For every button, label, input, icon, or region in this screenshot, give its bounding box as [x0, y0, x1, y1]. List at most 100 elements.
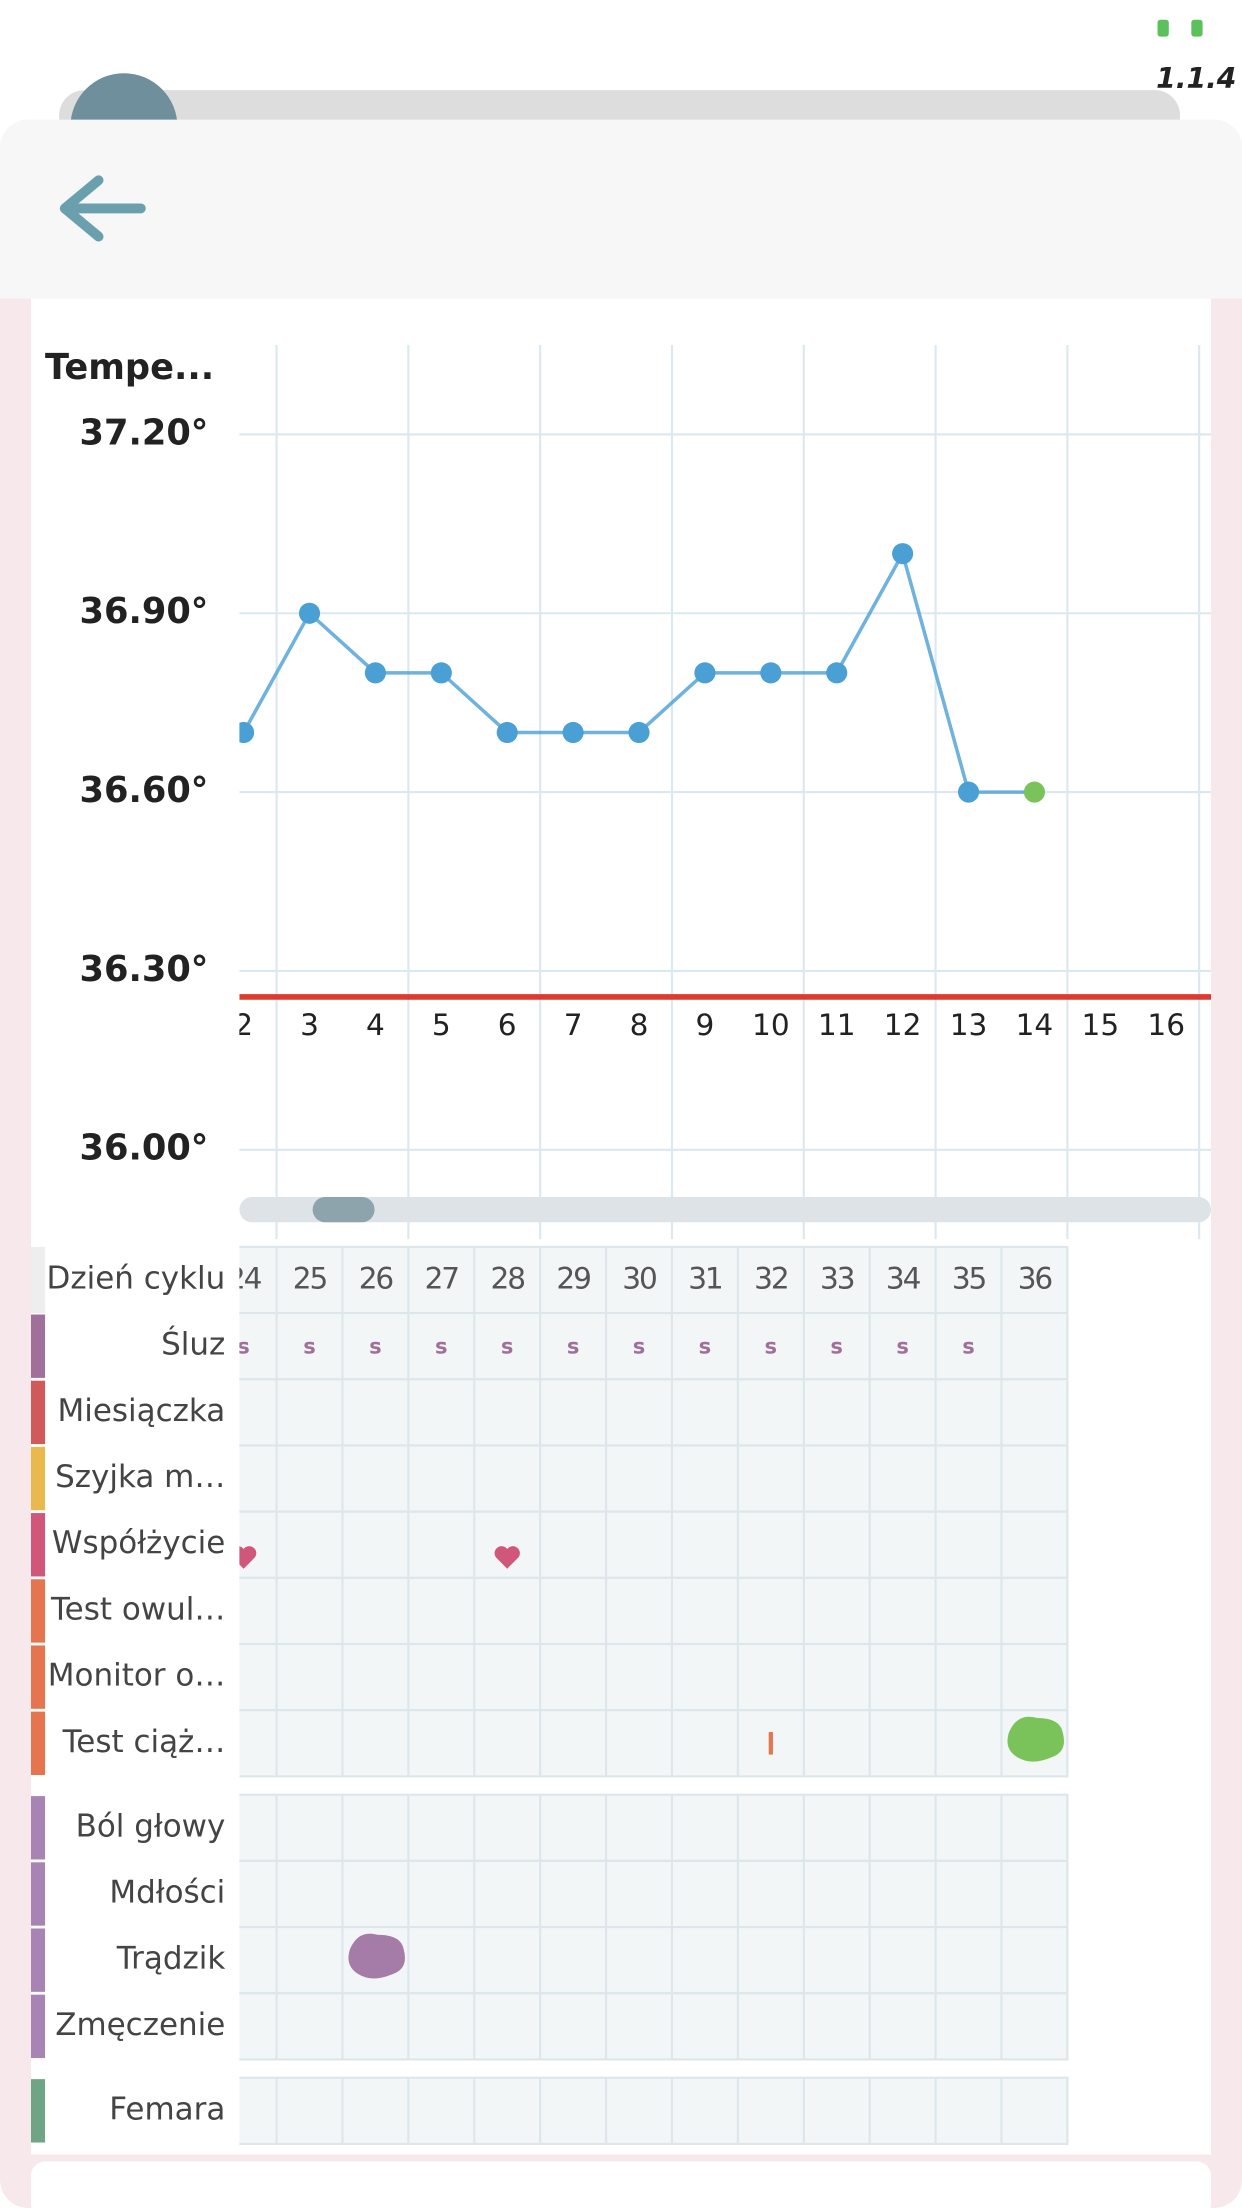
y-tick-label: 36.00°	[80, 1128, 209, 1169]
blob-icon	[348, 1933, 405, 1979]
cell-symbol: s	[567, 1334, 580, 1359]
row-label-bg	[30, 1379, 240, 1446]
row-label: Współżycie	[52, 1525, 225, 1561]
data-point	[430, 662, 452, 684]
x-tick-label: 12	[884, 1008, 922, 1042]
row-cells	[239, 1926, 1069, 1995]
cell-symbol: s	[962, 1334, 975, 1359]
cell-symbol: s	[435, 1334, 448, 1359]
row-label: Zmęczenie	[55, 2007, 225, 2043]
cell-symbol: s	[896, 1334, 909, 1359]
row-cells	[239, 1576, 1069, 1646]
scrollbar[interactable]	[239, 1196, 1212, 1223]
status-icon	[1157, 19, 1169, 37]
data-point	[760, 662, 782, 684]
scroll-thumb[interactable]	[312, 1196, 375, 1223]
row-label-bg	[30, 1644, 240, 1711]
day-label: 27	[425, 1262, 459, 1296]
x-tick-label: 10	[752, 1008, 790, 1042]
row-label-bg	[30, 1794, 240, 1861]
row-color-bar	[30, 2079, 46, 2143]
tick-icon	[768, 1732, 773, 1755]
row-color-bar	[30, 1796, 46, 1860]
day-label: 35	[952, 1262, 986, 1296]
row-color-bar	[30, 1928, 46, 1992]
day-label: 33	[820, 1262, 854, 1296]
day-label: 25	[293, 1262, 327, 1296]
row-label: Ból głowy	[76, 1808, 226, 1844]
data-point	[496, 721, 518, 744]
row-color-bar	[30, 1645, 46, 1709]
row-cells	[239, 1444, 1069, 1513]
x-tick-label: 14	[1016, 1008, 1054, 1042]
data-point	[628, 721, 650, 744]
day-label: 32	[754, 1262, 787, 1296]
row-label-bg	[30, 1511, 240, 1578]
day-label: 28	[491, 1262, 525, 1296]
cell-symbol: s	[369, 1334, 382, 1359]
day-label: 31	[688, 1262, 722, 1296]
y-tick-label: 36.90°	[80, 591, 209, 632]
row-cells	[239, 1709, 1069, 1778]
row-label-bg	[30, 1993, 240, 2060]
heart-icon	[494, 1546, 520, 1569]
back-button[interactable]	[59, 175, 146, 242]
cell-symbol: s	[303, 1334, 316, 1359]
x-tick-label: 15	[1082, 1008, 1120, 1042]
version: 1.1.4	[1156, 62, 1236, 95]
data-point	[957, 781, 980, 803]
data-point	[892, 543, 914, 565]
cell-symbol: s	[765, 1334, 778, 1359]
day-label: 34	[886, 1262, 921, 1296]
row-color-bar	[30, 1579, 46, 1643]
plot: 2 3 4 5 6 7 8 9 10 11 12 13 14 15 16	[239, 345, 1212, 1240]
row-label: Mdłości	[109, 1874, 225, 1910]
row-color-bar	[30, 1446, 46, 1511]
row-cells	[239, 1992, 1069, 2061]
axis-labels: 36.00° 36.30° 36.60° 36.90° 37.20°	[80, 412, 209, 1168]
row-label-bg	[30, 1927, 240, 1994]
row-label-bg	[30, 1313, 240, 1380]
row-label-bg	[30, 1246, 240, 1314]
day-label: 29	[556, 1262, 590, 1296]
x-tick-label: 9	[696, 1008, 715, 1042]
row-label: Monitor o…	[48, 1658, 225, 1694]
row-label: Śluz	[161, 1326, 225, 1363]
row-color-bar	[30, 1513, 46, 1577]
data-point	[826, 662, 848, 684]
row-color-bar	[30, 1862, 46, 1926]
row-label: Femara	[109, 2091, 225, 2127]
x-tick-label: 16	[1147, 1008, 1185, 1042]
row-label-bg	[30, 1577, 240, 1645]
cell-symbol: s	[501, 1334, 514, 1359]
day-label: 26	[359, 1262, 393, 1296]
row-label-bg	[30, 1860, 240, 1928]
x-tick-label: 5	[432, 1008, 451, 1042]
row-label: Trądzik	[116, 1941, 226, 1977]
status-icon	[1191, 19, 1203, 37]
day-label: 30	[622, 1262, 656, 1296]
cell-symbol: s	[699, 1334, 712, 1359]
row-color-bar	[30, 1711, 46, 1775]
table-cells: 24 25 26 27 28 29 30 31 32 33 34 35 36 s s s s s s s s s s s s	[227, 1245, 1069, 2145]
day-label: 36	[1018, 1262, 1052, 1296]
y-tick-label: 36.30°	[80, 949, 209, 990]
x-tick-label: 7	[564, 1008, 583, 1042]
data-point	[694, 662, 716, 684]
day-label: 24	[227, 1262, 262, 1296]
data-point	[364, 662, 386, 684]
row-label-bg	[30, 1710, 240, 1777]
x-tick-label: 3	[300, 1008, 319, 1042]
row-label: Miesiączka	[58, 1393, 226, 1429]
row-cells	[239, 1510, 1069, 1579]
x-tick-label: 11	[818, 1008, 856, 1042]
cell-symbol: s	[633, 1334, 646, 1359]
data-point	[1023, 781, 1045, 803]
row-color-bar	[30, 1994, 46, 2059]
row-cells	[239, 1312, 1069, 1381]
row-color-bar	[30, 1380, 46, 1445]
cell-symbol: s	[237, 1334, 250, 1359]
table: Dzień cyklu Śluz Miesiączka Szyjka m… Współż…	[30, 1246, 240, 2144]
